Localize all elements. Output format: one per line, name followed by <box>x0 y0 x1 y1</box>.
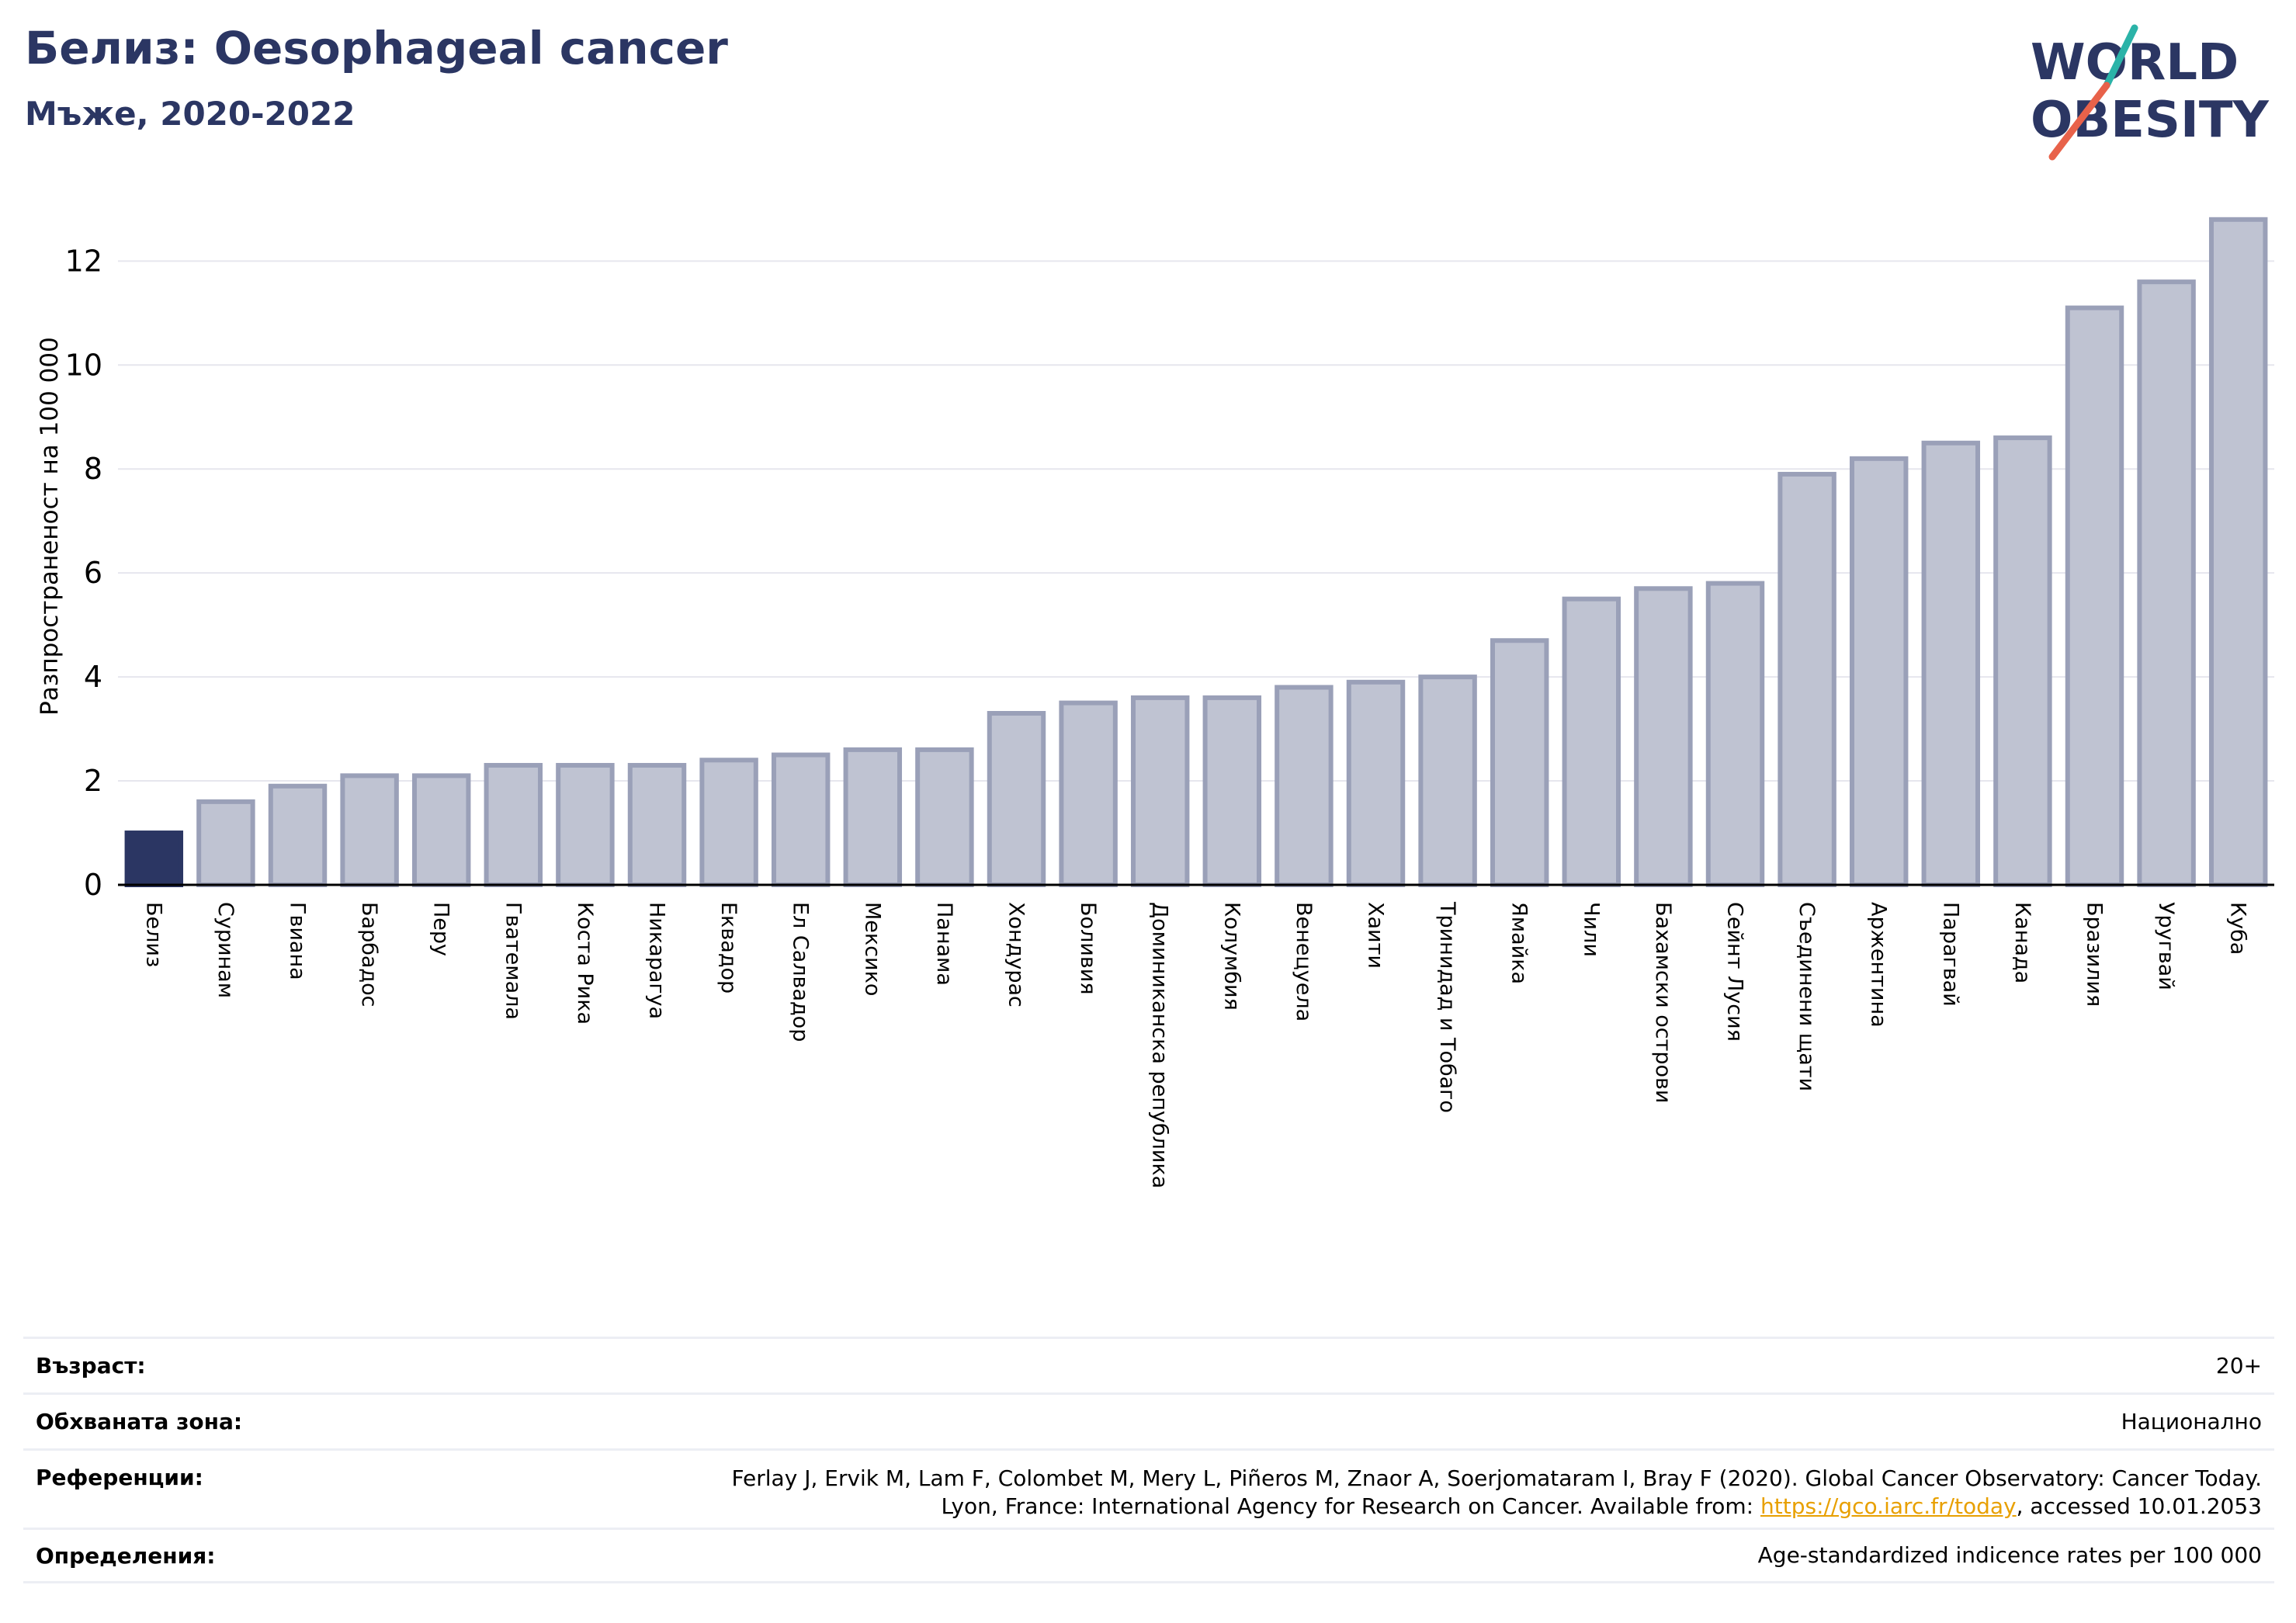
bar <box>987 711 1046 887</box>
logo-line2: OBESITY <box>2031 92 2269 149</box>
x-tick-label: Барбадос <box>357 902 381 1007</box>
bar <box>1993 435 2052 887</box>
x-tick-label: Бахамски острови <box>1651 902 1675 1103</box>
info-table: Възраст: 20+ Обхваната зона: Национално … <box>23 1337 2274 1583</box>
y-tick-label: 4 <box>84 660 102 694</box>
y-tick-label: 8 <box>84 452 102 486</box>
x-tick-label: Никарагуа <box>645 902 669 1019</box>
bar <box>1849 456 1909 887</box>
x-tick-label: Боливия <box>1076 902 1100 995</box>
bar <box>1634 586 1693 887</box>
references-line2-pre: Lyon, France: International Agency for R… <box>941 1493 1760 1519</box>
bar <box>2208 217 2268 887</box>
x-tick-label: Хаити <box>1364 902 1388 969</box>
x-tick-label: Перу <box>429 902 453 956</box>
bar <box>1705 581 1765 887</box>
x-tick-label: Еквадор <box>716 902 740 994</box>
bar <box>268 783 328 887</box>
x-tick-label: Ямайка <box>1507 902 1531 984</box>
references-value: Ferlay J, Ervik M, Lam F, Colombet M, Me… <box>731 1465 2262 1521</box>
x-tick-label: Колумбия <box>1219 902 1243 1011</box>
bar <box>1777 471 1836 887</box>
x-tick-label: Белиз <box>141 902 165 967</box>
bar <box>1275 685 1334 887</box>
x-tick-label: Панама <box>932 902 956 986</box>
logo-line1: WORLD <box>2031 34 2239 92</box>
x-tick-label: Чили <box>1579 902 1603 957</box>
logo-slash-top <box>2103 24 2138 89</box>
axes: 0 2 4 6 8 10 12 Белиз Суринам Гвиана Барбадос Перу Г… <box>65 244 2274 1188</box>
bar <box>1059 700 1118 888</box>
info-row-area: Обхваната зона: Национално <box>23 1392 2274 1448</box>
x-tick-label: Бразилия <box>2083 902 2107 1007</box>
x-tick-label: Канада <box>2010 902 2034 983</box>
references-line2-post: , accessed 10.01.2053 <box>2016 1493 2262 1519</box>
age-label: Възраст: <box>36 1353 146 1379</box>
x-tick-label: Тринидад и Тобаго <box>1435 901 1459 1113</box>
bar <box>1562 596 1621 888</box>
x-tick-label: Аржентина <box>1867 902 1891 1028</box>
x-tick-label: Доминиканска република <box>1148 902 1172 1188</box>
references-label: Референции: <box>36 1465 203 1490</box>
bars <box>124 217 2268 888</box>
info-row-age: Възраст: 20+ <box>23 1337 2274 1392</box>
x-tick-label: Венецуела <box>1292 902 1316 1021</box>
definitions-label: Определения: <box>36 1542 216 1569</box>
x-tick-label: Парагвай <box>1938 902 1962 1007</box>
x-tick-label: Хондурас <box>1004 902 1028 1007</box>
info-row-definitions: Определения: Age-standardized indicence … <box>23 1528 2274 1583</box>
x-tick-label: Коста Рика <box>573 902 597 1025</box>
world-obesity-logo: WORLD OBESITY <box>2031 24 2269 161</box>
x-tick-label: Уругвай <box>2154 902 2178 990</box>
x-tick-label: Суринам <box>213 902 238 998</box>
x-tick-label: Сейнт Лусия <box>1723 902 1747 1042</box>
bar <box>1202 695 1262 888</box>
definitions-value: Age-standardized indicence rates per 100… <box>1757 1542 2262 1568</box>
bar <box>771 752 831 887</box>
x-tick-label: Мексико <box>860 902 884 996</box>
info-row-references: Референции: Ferlay J, Ervik M, Lam F, Co… <box>23 1448 2274 1528</box>
gco-link[interactable]: https://gco.iarc.fr/today <box>1760 1493 2017 1519</box>
chart-subtitle: Мъже, 2020-2022 <box>25 95 355 133</box>
bar <box>1346 679 1406 887</box>
age-value: 20+ <box>2215 1352 2262 1379</box>
y-tick-label: 6 <box>84 556 102 590</box>
x-tick-label: Куба <box>2226 902 2250 955</box>
y-tick-label: 0 <box>84 868 102 902</box>
x-tick-label: Гвиана <box>286 902 310 980</box>
bar <box>411 773 471 888</box>
bar <box>196 799 255 888</box>
bar <box>1490 638 1549 887</box>
area-value: Национално <box>2121 1408 2262 1434</box>
y-axis-label: Разпространеност на 100 000 <box>36 337 64 716</box>
bar <box>2137 279 2196 888</box>
y-tick-label: 12 <box>65 244 102 278</box>
x-tick-label: Гватемала <box>501 902 525 1020</box>
bar <box>340 773 399 888</box>
bar-chart: 0 2 4 6 8 10 12 Белиз Суринам Гвиана Барбадос Перу Г… <box>36 217 2274 1188</box>
gridlines <box>118 260 2274 782</box>
references-line1: Ferlay J, Ervik M, Lam F, Colombet M, Me… <box>731 1465 2262 1491</box>
bar <box>627 762 687 888</box>
chart-title: Белиз: Oesophageal cancer <box>25 22 728 75</box>
bar <box>556 762 615 888</box>
bar <box>124 831 184 887</box>
bar <box>1130 695 1190 888</box>
x-tick-label: Съединени щати <box>1795 902 1819 1091</box>
logo-slash-bottom <box>2048 81 2110 161</box>
bar <box>915 747 974 887</box>
bar <box>484 762 543 888</box>
bar <box>843 747 903 887</box>
bar <box>1921 440 1981 887</box>
x-tick-label: Ел Салвадор <box>789 902 813 1042</box>
y-tick-label: 10 <box>65 348 102 382</box>
bar <box>2065 305 2124 887</box>
bar <box>699 758 758 887</box>
area-label: Обхваната зона: <box>36 1409 243 1434</box>
y-tick-label: 2 <box>84 764 102 798</box>
bar <box>1418 675 1477 887</box>
